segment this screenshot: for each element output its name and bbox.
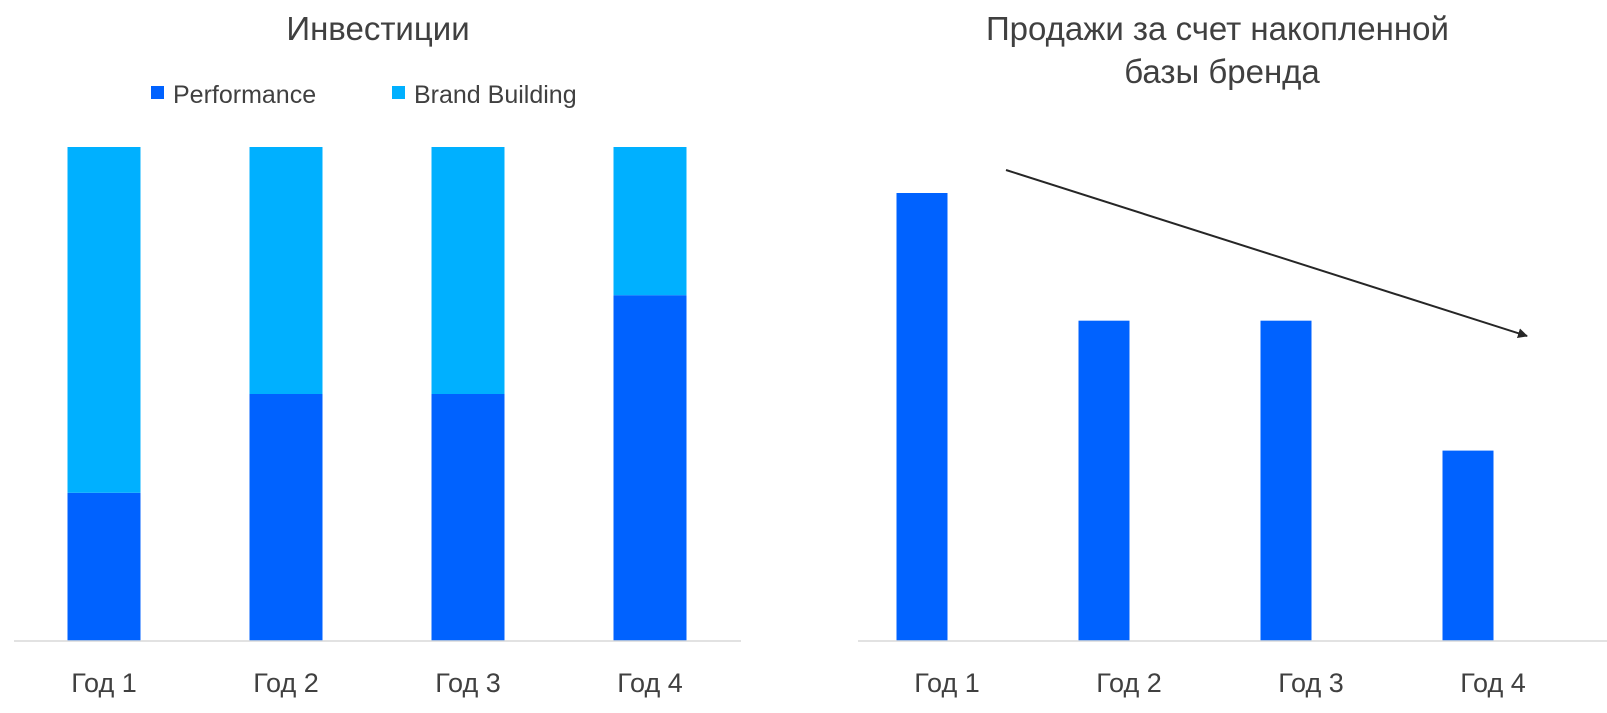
bar-brand-sales-год-4	[1442, 450, 1494, 641]
bar-brand-building-год-2	[249, 147, 323, 394]
bar-performance-год-4	[613, 295, 687, 641]
brand-sales-x-tick-4: Год 4	[1460, 668, 1526, 698]
investments-chart: Инвестиции Performance Brand Building Го…	[14, 10, 741, 698]
investments-x-tick-2: Год 2	[253, 668, 319, 698]
bar-brand-sales-год-3	[1260, 320, 1312, 641]
bar-brand-sales-год-1	[896, 193, 948, 641]
brand-sales-x-tick-3: Год 3	[1278, 668, 1344, 698]
bar-performance-год-2	[249, 394, 323, 641]
bar-performance-год-3	[431, 394, 505, 641]
brand-sales-bars	[896, 193, 1494, 641]
investments-legend: Performance Brand Building	[151, 81, 577, 109]
bar-brand-building-год-4	[613, 147, 687, 296]
brand-sales-chart-title-line-2: базы бренда	[1124, 53, 1320, 90]
brand-sales-x-tick-2: Год 2	[1096, 668, 1162, 698]
investments-x-tick-4: Год 4	[617, 668, 683, 698]
legend-swatch-brand-building	[392, 86, 405, 99]
legend-label-brand-building: Brand Building	[414, 81, 577, 109]
brand-sales-chart: Продажи за счет накопленной базы бренда …	[858, 10, 1607, 698]
downward-trend-arrow	[1005, 169, 1528, 339]
legend-swatch-performance	[151, 86, 164, 99]
investments-chart-title: Инвестиции	[286, 10, 469, 47]
legend-label-performance: Performance	[173, 81, 316, 109]
bar-brand-sales-год-2	[1078, 320, 1130, 641]
brand-sales-x-tick-1: Год 1	[914, 668, 980, 698]
investments-x-tick-3: Год 3	[435, 668, 501, 698]
bar-brand-building-год-1	[67, 147, 141, 493]
investments-bars	[67, 147, 687, 641]
bar-brand-building-год-3	[431, 147, 505, 394]
brand-sales-chart-title-line-1: Продажи за счет накопленной	[986, 10, 1449, 47]
investments-x-tick-1: Год 1	[71, 668, 137, 698]
bar-performance-год-1	[67, 492, 141, 641]
brand-sales-chart-title: Продажи за счет накопленной базы бренда	[986, 10, 1458, 90]
